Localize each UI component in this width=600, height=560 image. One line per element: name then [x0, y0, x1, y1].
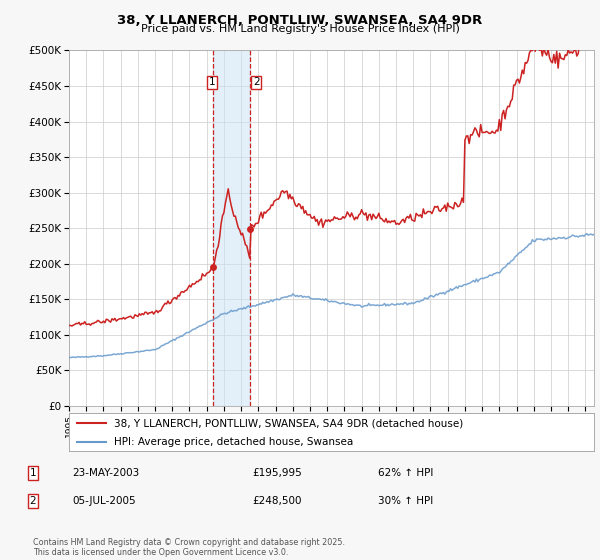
Text: 1: 1: [208, 77, 215, 87]
Text: Price paid vs. HM Land Registry's House Price Index (HPI): Price paid vs. HM Land Registry's House …: [140, 24, 460, 34]
Text: Contains HM Land Registry data © Crown copyright and database right 2025.
This d: Contains HM Land Registry data © Crown c…: [33, 538, 345, 557]
Text: 38, Y LLANERCH, PONTLLIW, SWANSEA, SA4 9DR (detached house): 38, Y LLANERCH, PONTLLIW, SWANSEA, SA4 9…: [113, 418, 463, 428]
Text: £248,500: £248,500: [252, 496, 302, 506]
Text: 30% ↑ HPI: 30% ↑ HPI: [378, 496, 433, 506]
Text: HPI: Average price, detached house, Swansea: HPI: Average price, detached house, Swan…: [113, 437, 353, 447]
Text: 1: 1: [29, 468, 37, 478]
Text: 38, Y LLANERCH, PONTLLIW, SWANSEA, SA4 9DR: 38, Y LLANERCH, PONTLLIW, SWANSEA, SA4 9…: [118, 14, 482, 27]
Text: 2: 2: [253, 77, 259, 87]
Text: 05-JUL-2005: 05-JUL-2005: [72, 496, 136, 506]
Text: 62% ↑ HPI: 62% ↑ HPI: [378, 468, 433, 478]
Bar: [214, 50, 250, 406]
Text: 2: 2: [29, 496, 37, 506]
Text: 23-MAY-2003: 23-MAY-2003: [72, 468, 139, 478]
Text: £195,995: £195,995: [252, 468, 302, 478]
